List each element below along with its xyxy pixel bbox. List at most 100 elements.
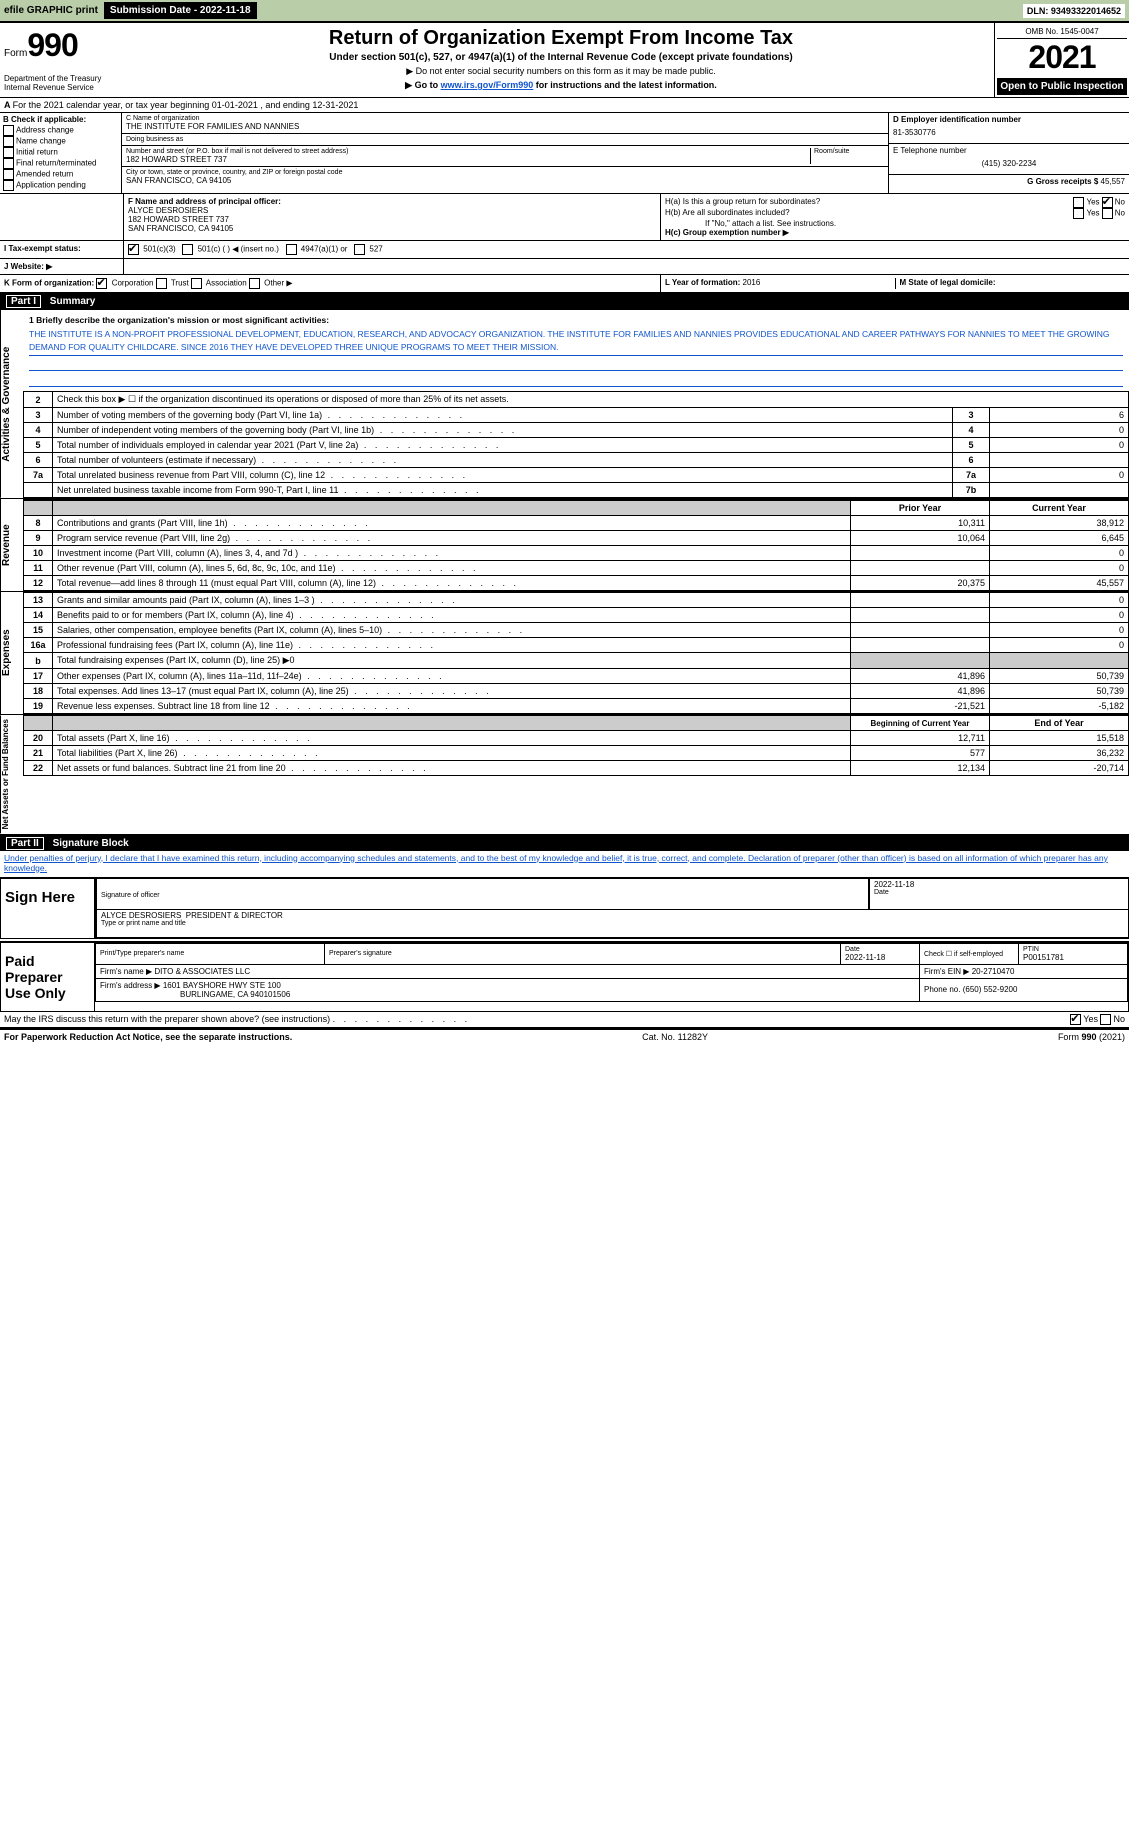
chk-trust[interactable] [156, 278, 167, 289]
chk-4947[interactable] [286, 244, 297, 255]
table-row: 20Total assets (Part X, line 16)12,71115… [24, 731, 1129, 746]
form-subtitle: Under section 501(c), 527, or 4947(a)(1)… [132, 52, 990, 63]
lbl-other: Other ▶ [264, 279, 292, 288]
officer-addr2: SAN FRANCISCO, CA 94105 [128, 224, 656, 233]
form-word: Form [4, 48, 27, 59]
entity-grid: B Check if applicable: Address change Na… [0, 113, 1129, 194]
gross-value: 45,557 [1101, 177, 1125, 186]
ein-label: D Employer identification number [893, 115, 1125, 124]
ptin-val: P00151781 [1023, 953, 1123, 962]
side-netassets: Net Assets or Fund Balances [0, 715, 23, 833]
table-row: 7aTotal unrelated business revenue from … [24, 468, 1129, 483]
i-label: I Tax-exempt status: [4, 244, 81, 253]
firm-addr2: BURLINGAME, CA 940101506 [100, 990, 290, 999]
mission-box: 1 Briefly describe the organization's mi… [23, 310, 1129, 391]
form-header: Form990 Department of the Treasury Inter… [0, 21, 1129, 98]
phone-label: Phone no. [924, 985, 960, 994]
firm-addr-label: Firm's address ▶ [100, 981, 161, 990]
table-row: 3Number of voting members of the governi… [24, 408, 1129, 423]
firm-ein: 20-2710470 [972, 967, 1015, 976]
sign-here-block: Sign Here Signature of officer 2022-11-1… [0, 877, 1129, 939]
chk-501c3[interactable] [128, 244, 139, 255]
ha-label: H(a) Is this a group return for subordin… [665, 197, 945, 208]
footer: For Paperwork Reduction Act Notice, see … [0, 1029, 1129, 1044]
goto-link[interactable]: www.irs.gov/Form990 [441, 80, 534, 90]
ssn-note: ▶ Do not enter social security numbers o… [132, 66, 990, 77]
side-governance: Activities & Governance [0, 310, 23, 498]
org-city: SAN FRANCISCO, CA 94105 [126, 176, 884, 185]
ha-no[interactable] [1102, 197, 1113, 208]
period-text: For the 2021 calendar year, or tax year … [13, 100, 359, 110]
irs-no[interactable] [1100, 1014, 1111, 1025]
sig-date-label: Date [874, 889, 1124, 896]
footer-form: Form 990 (2021) [1058, 1032, 1125, 1042]
dba-label: Doing business as [126, 136, 884, 143]
firm-addr1: 1601 BAYSHORE HWY STE 100 [163, 981, 281, 990]
table-row: 18Total expenses. Add lines 13–17 (must … [24, 684, 1129, 699]
chk-pending[interactable] [3, 180, 14, 191]
chk-address[interactable] [3, 125, 14, 136]
hb-yes[interactable] [1073, 208, 1084, 219]
prep-date-label: Date [845, 946, 915, 953]
paperwork-note: For Paperwork Reduction Act Notice, see … [4, 1032, 292, 1042]
org-name: THE INSTITUTE FOR FAMILIES AND NANNIES [126, 122, 884, 131]
chk-other[interactable] [249, 278, 260, 289]
yes-lbl2: Yes [1086, 209, 1099, 218]
hb-note: If "No," attach a list. See instructions… [665, 219, 1125, 228]
table-row: 8Contributions and grants (Part VIII, li… [24, 516, 1129, 531]
chk-initial[interactable] [3, 147, 14, 158]
m-label: M State of legal domicile: [900, 278, 996, 287]
part2-num: Part II [6, 837, 44, 850]
table-header: Beginning of Current YearEnd of Year [24, 716, 1129, 731]
officer-f: F Name and address of principal officer:… [124, 194, 661, 240]
ha-yes[interactable] [1073, 197, 1084, 208]
spacer-b [0, 194, 124, 240]
row-j: J Website: ▶ [0, 259, 1129, 275]
table-row: 21Total liabilities (Part X, line 26)577… [24, 746, 1129, 761]
hb-no[interactable] [1102, 208, 1113, 219]
part2-title: Signature Block [53, 838, 129, 849]
chk-final[interactable] [3, 158, 14, 169]
chk-name[interactable] [3, 136, 14, 147]
j-blank [124, 259, 1129, 274]
name-title-label: Type or print name and title [101, 920, 1124, 927]
col-c-org: C Name of organization THE INSTITUTE FOR… [122, 113, 888, 193]
l-value: 2016 [743, 278, 761, 287]
part1-num: Part I [6, 295, 41, 308]
dept-treasury: Department of the Treasury Internal Reve… [4, 74, 124, 92]
irs-yes[interactable] [1070, 1014, 1081, 1025]
chk-corp[interactable] [96, 278, 107, 289]
addr-label: Number and street (or P.O. box if mail i… [126, 148, 810, 155]
k-cell: K Form of organization: Corporation Trus… [0, 275, 661, 292]
declaration: Under penalties of perjury, I declare th… [0, 851, 1129, 875]
hb-label: H(b) Are all subordinates included? [665, 208, 790, 219]
chk-501c[interactable] [182, 244, 193, 255]
chk-assoc[interactable] [191, 278, 202, 289]
form-number-cell: Form990 Department of the Treasury Inter… [0, 23, 128, 97]
open-public: Open to Public Inspection [997, 78, 1127, 95]
sig-date: 2022-11-18 [874, 880, 1124, 889]
chk-527[interactable] [354, 244, 365, 255]
table-row: 15Salaries, other compensation, employee… [24, 623, 1129, 638]
part1-header: Part I Summary [0, 294, 1129, 309]
phone-val: (650) 552-9200 [963, 985, 1018, 994]
org-addr: 182 HOWARD STREET 737 [126, 155, 810, 164]
irs-discuss-text: May the IRS discuss this return with the… [4, 1014, 330, 1024]
part1-title: Summary [50, 296, 96, 307]
col-b-checks: B Check if applicable: Address change Na… [0, 113, 122, 193]
efile-label: efile GRAPHIC print [4, 5, 98, 16]
table-row: 22Net assets or fund balances. Subtract … [24, 761, 1129, 776]
no-lbl2: No [1115, 209, 1125, 218]
lbl-assoc: Association [206, 279, 247, 288]
sig-officer-label: Signature of officer [101, 892, 864, 899]
table-row: 5Total number of individuals employed in… [24, 438, 1129, 453]
irs-discuss-row: May the IRS discuss this return with the… [0, 1012, 1129, 1029]
chk-amended[interactable] [3, 169, 14, 180]
l-label: L Year of formation: [665, 278, 743, 287]
lm-cell: L Year of formation: 2016 M State of leg… [661, 275, 1129, 292]
table-row: 6Total number of volunteers (estimate if… [24, 453, 1129, 468]
cat-no: Cat. No. 11282Y [642, 1032, 708, 1042]
goto-pre: ▶ Go to [405, 80, 440, 90]
period-row: A For the 2021 calendar year, or tax yea… [0, 98, 1129, 113]
table-row: 9Program service revenue (Part VIII, lin… [24, 531, 1129, 546]
